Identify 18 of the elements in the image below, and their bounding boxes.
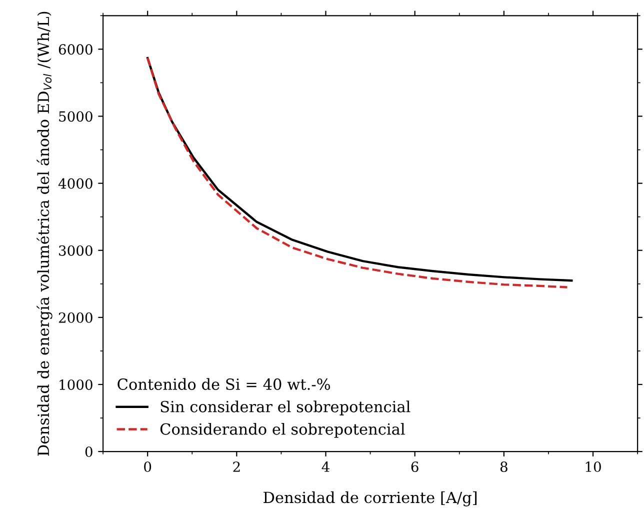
y-tick-label: 1000 [60,379,92,390]
x-tick-label: 8 [500,461,508,472]
y-tick-label: 6000 [58,44,92,55]
x-tick-label: 0 [144,461,152,472]
y-tick-label: 2000 [58,312,92,323]
y-axis-title: Densidad de energía volumétrica del ánodo ED$_{Vol}$ /(Wh/L) [36,12,52,456]
legend-label: Considerando el sobrepotencial [160,422,405,438]
legend-title: Contenido de Si = 40 wt.-% [118,378,330,390]
x-axis-title: Densidad de corriente [A/g] [264,491,477,506]
y-tick-label: 3000 [59,245,92,256]
legend-label: Sin considerar el sobrepotencial [160,400,410,416]
y-tick-label: 0 [85,446,92,458]
y-tick-label: 5000 [59,111,92,122]
x-tick-label: 10 [586,461,601,472]
x-tick-label: 6 [411,461,418,472]
x-tick-label: 4 [322,461,330,472]
y-tick-label: 4000 [58,178,92,189]
x-tick-label: 2 [233,461,240,472]
